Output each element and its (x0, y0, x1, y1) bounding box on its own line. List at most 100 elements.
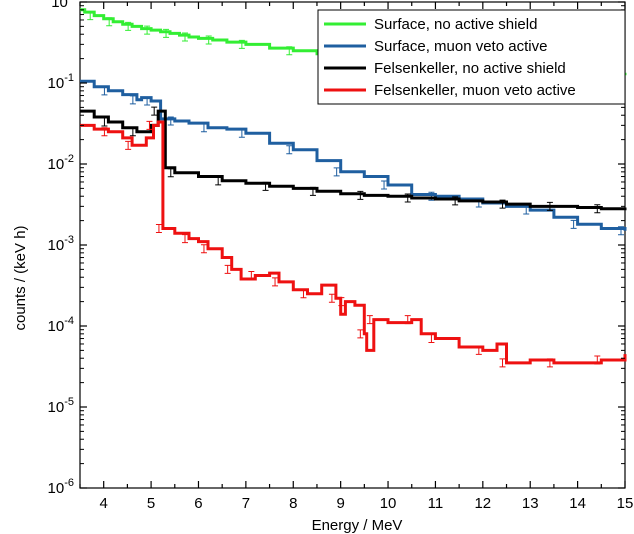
y-tick-label: 10-3 (48, 234, 74, 254)
error-bar (151, 106, 158, 116)
series-line-4 (80, 120, 627, 365)
y-tick-label: 100 (51, 0, 74, 11)
error-bar (125, 21, 132, 31)
error-bar (182, 234, 188, 244)
legend-label-3: Felsenkeller, no active shield (374, 60, 566, 77)
error-bar (101, 86, 108, 96)
error-bar (546, 358, 553, 368)
error-bar (404, 193, 411, 203)
error-bar (499, 199, 506, 209)
error-bar (101, 117, 108, 127)
error-bar (129, 127, 136, 137)
error-bar (144, 96, 151, 106)
series-line-2 (80, 79, 627, 231)
error-bar (200, 244, 207, 254)
error-bar (125, 140, 132, 150)
error-bar (594, 204, 601, 214)
error-bar (144, 25, 151, 35)
x-tick-label: 4 (100, 495, 108, 512)
error-bar (452, 196, 459, 206)
x-tick-label: 6 (194, 495, 202, 512)
y-tick-exponent: -3 (64, 234, 74, 246)
error-bar (357, 190, 364, 200)
error-bar (155, 223, 162, 233)
y-tick-exponent: -1 (64, 72, 74, 84)
y-tick-base: 10 (48, 399, 65, 416)
y-tick-exponent: -4 (64, 315, 74, 327)
y-axis: 10-610-510-410-310-210-1100 (48, 0, 625, 497)
error-bar (215, 176, 222, 186)
error-bar (333, 167, 340, 177)
legend-label-2: Surface, muon veto active (374, 38, 547, 55)
error-bar (428, 334, 435, 344)
x-tick-label: 9 (336, 495, 344, 512)
y-tick-label: 10-4 (48, 315, 74, 335)
error-bar (286, 145, 293, 155)
y-axis-title: counts / (keV h) (12, 225, 29, 330)
x-tick-label: 14 (569, 495, 586, 512)
error-bar (594, 355, 601, 365)
y-tick-base: 10 (48, 318, 65, 335)
y-tick-label: 10-5 (48, 396, 74, 416)
error-bar (328, 293, 335, 303)
error-bar (205, 35, 212, 45)
error-bar (101, 127, 108, 137)
x-tick-label: 7 (242, 495, 250, 512)
error-bar (546, 201, 553, 211)
error-bar (200, 123, 207, 133)
y-tick-base: 10 (51, 0, 68, 11)
error-bar (272, 277, 279, 287)
y-tick-exponent: -6 (64, 477, 74, 489)
y-tick-label: 10-2 (48, 153, 74, 173)
error-bar (163, 28, 170, 38)
error-bar (499, 358, 506, 368)
legend-label-4: Felsenkeller, muon veto active (374, 82, 576, 99)
error-bar (404, 315, 411, 325)
error-bar (618, 226, 624, 236)
error-bar (106, 17, 113, 27)
error-bar (475, 345, 482, 355)
x-tick-label: 5 (147, 495, 155, 512)
error-bar (238, 128, 245, 138)
y-tick-base: 10 (48, 480, 65, 497)
error-bar (248, 271, 255, 281)
y-tick-exponent: -5 (64, 396, 74, 408)
error-bar (167, 168, 174, 178)
error-bar (300, 289, 307, 299)
error-bar (523, 205, 530, 215)
error-bar (262, 181, 269, 191)
y-tick-exponent: 0 (68, 0, 74, 3)
error-bar (357, 329, 364, 339)
legend-box (317, 9, 626, 105)
y-tick-label: 10-6 (48, 477, 74, 497)
y-tick-label: 10-1 (48, 72, 74, 92)
legend-label-1: Surface, no active shield (374, 16, 537, 33)
x-tick-label: 11 (428, 495, 444, 512)
x-tick-label: 15 (617, 495, 634, 512)
legend: Surface, no active shield Surface, muon v… (317, 9, 626, 105)
error-bar (167, 116, 174, 126)
x-tick-label: 8 (289, 495, 297, 512)
error-bar (309, 186, 316, 196)
error-bar (129, 95, 136, 105)
x-tick-label: 12 (474, 495, 491, 512)
y-tick-exponent: -2 (64, 153, 74, 165)
error-bar (224, 264, 231, 274)
y-tick-base: 10 (48, 237, 65, 254)
y-tick-base: 10 (48, 156, 65, 173)
error-bar (366, 315, 373, 325)
error-bar (570, 219, 577, 229)
error-bar (381, 180, 388, 190)
x-tick-label: 10 (380, 495, 397, 512)
series-line-3 (80, 109, 627, 211)
x-axis: 4 5 6 7 8 9 10 11 12 13 14 15 (79, 2, 634, 512)
error-bar (286, 46, 293, 56)
error-bar (146, 120, 153, 130)
error-bar (87, 11, 94, 21)
error-bar (238, 39, 245, 49)
error-bar (182, 32, 188, 42)
x-axis-title: Energy / MeV (312, 517, 403, 534)
error-bar (338, 297, 345, 307)
x-tick-label: 13 (522, 495, 539, 512)
